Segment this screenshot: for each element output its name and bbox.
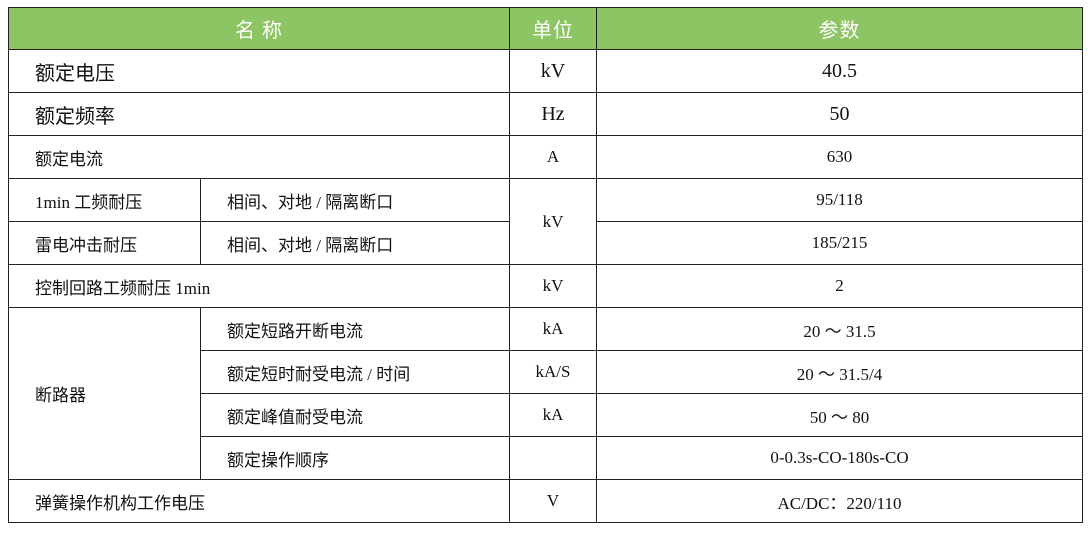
header-unit: 单位 — [509, 7, 597, 50]
row-unit — [509, 436, 597, 480]
row-unit: kV — [509, 264, 597, 308]
header-param: 参数 — [596, 7, 1083, 50]
table-row: 弹簧操作机构工作电压 V AC/DC：220/110 — [8, 479, 1083, 523]
table-row: 雷电冲击耐压 相间、对地 / 隔离断口 185/215 — [8, 221, 1083, 265]
header-row: 名 称 单位 参数 — [8, 7, 1083, 50]
row-value: 630 — [596, 135, 1083, 179]
row-value: 40.5 — [596, 49, 1083, 93]
row-name: 弹簧操作机构工作电压 — [8, 479, 510, 523]
table-row: 额定频率 Hz 50 — [8, 92, 1083, 136]
table-row: 额定峰值耐受电流 kA 50 ～ 80 — [9, 393, 1083, 437]
row-value: 0-0.3s-CO-180s-CO — [596, 436, 1083, 480]
row-value: 50 ～ 80 — [596, 393, 1083, 437]
row-value: AC/DC：220/110 — [596, 479, 1083, 523]
table-row: 额定短时耐受电流 / 时间 kA/S 20 ～ 31.5/4 — [9, 350, 1083, 394]
row-unit: kA — [509, 307, 597, 351]
row-unit: Hz — [509, 92, 597, 136]
row-unit: V — [509, 479, 597, 523]
row-name: 雷电冲击耐压 — [8, 221, 201, 265]
row-unit: kA — [509, 393, 597, 437]
table-row: 断路器 额定短路开断电流 kA 20 ～ 31.5 — [8, 307, 1083, 480]
row-sub: 相间、对地 / 隔离断口 — [200, 178, 510, 222]
table-row: 额定电流 A 630 — [8, 135, 1083, 179]
row-value: 185/215 — [596, 221, 1083, 265]
table-row: 额定电压 kV 40.5 — [8, 49, 1083, 93]
spec-table: 名 称 单位 参数 额定电压 kV 40.5 额定频率 Hz 50 额定电流 A… — [8, 7, 1083, 523]
row-value: 20 ～ 31.5 — [596, 307, 1083, 351]
header-name: 名 称 — [8, 7, 510, 50]
row-unit: A — [509, 135, 597, 179]
row-unit: kV — [509, 49, 597, 93]
row-name: 断路器 — [8, 307, 201, 480]
row-name: 控制回路工频耐压 1min — [8, 264, 510, 308]
row-value: 20 ～ 31.5/4 — [596, 350, 1083, 394]
table-row: 控制回路工频耐压 1min kV 2 — [8, 264, 1083, 308]
row-sub: 额定峰值耐受电流 — [200, 393, 510, 437]
row-value: 95/118 — [596, 178, 1083, 222]
row-sub: 额定短时耐受电流 / 时间 — [200, 350, 510, 394]
row-sub: 相间、对地 / 隔离断口 — [200, 221, 510, 265]
row-name: 额定电流 — [8, 135, 510, 179]
table-row: 1min 工频耐压 相间、对地 / 隔离断口 kV 95/118 — [8, 178, 1083, 265]
row-name: 额定频率 — [8, 92, 510, 136]
row-sub: 额定操作顺序 — [200, 436, 510, 480]
row-name: 1min 工频耐压 — [8, 178, 201, 222]
table-row: 额定操作顺序 0-0.3s-CO-180s-CO — [9, 436, 1083, 480]
row-unit: kA/S — [509, 350, 597, 394]
row-name: 额定电压 — [8, 49, 510, 93]
row-value: 50 — [596, 92, 1083, 136]
row-sub: 额定短路开断电流 — [200, 307, 510, 351]
row-unit: kV — [509, 178, 597, 265]
row-value: 2 — [596, 264, 1083, 308]
